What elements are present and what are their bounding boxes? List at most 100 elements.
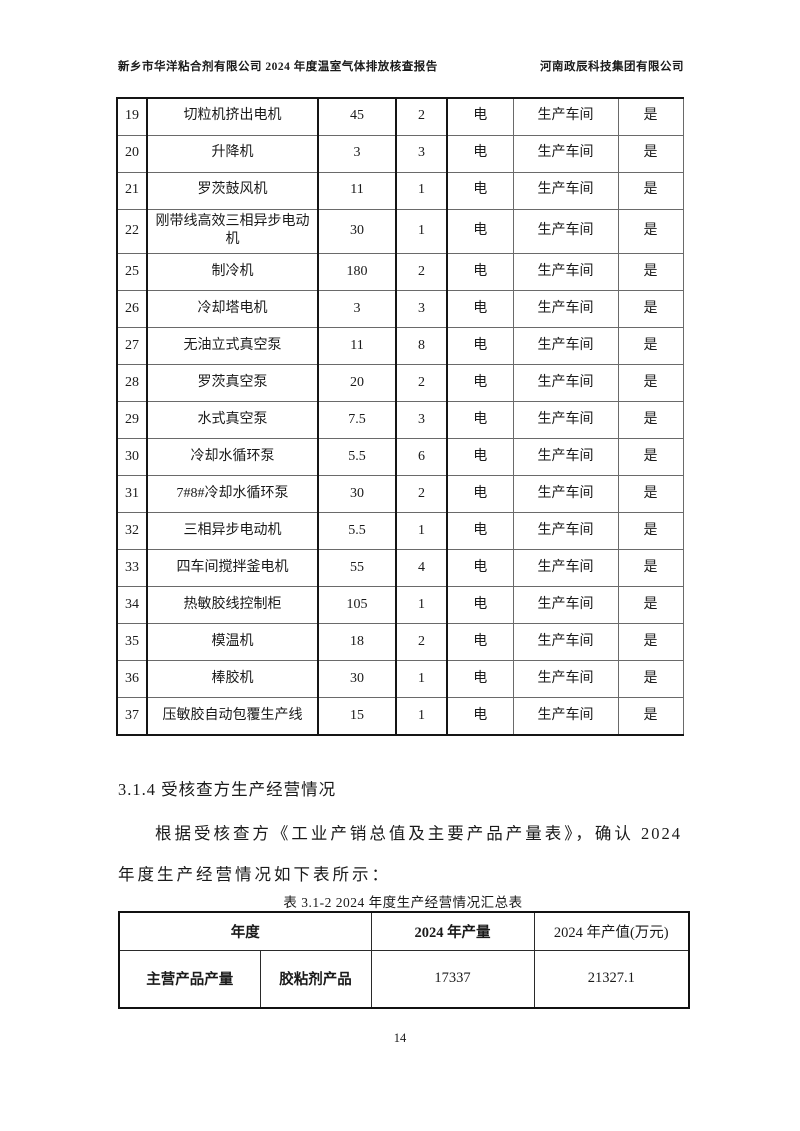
cell-workshop: 生产车间 <box>512 475 619 514</box>
equipment-row: 19 切粒机挤出电机 45 2 电生产车间是 <box>116 97 684 136</box>
paragraph-line-2: 年度生产经营情况如下表所示： <box>118 865 391 884</box>
cell-power: 30 <box>317 660 397 699</box>
cell-workshop: 生产车间 <box>512 660 619 699</box>
equipment-row: 21 罗茨鼓风机 11 1 电生产车间是 <box>116 171 684 210</box>
equipment-table-body: 19 切粒机挤出电机 45 2 电生产车间是 20 升降机 3 3 电生产车间是 21 罗茨鼓风机 11… <box>116 97 684 736</box>
cell-energy: 电 <box>446 660 514 699</box>
cell-no: 33 <box>116 549 148 588</box>
equipment-row: 30 冷却水循环泵 5.5 6 电生产车间是 <box>116 438 684 477</box>
cell-qty: 3 <box>395 290 448 329</box>
cell-name: 压敏胶自动包覆生产线 <box>146 697 319 736</box>
cell-no: 31 <box>116 475 148 514</box>
cell-power: 3 <box>317 290 397 329</box>
cell-workshop: 生产车间 <box>512 401 619 440</box>
cell-workshop: 生产车间 <box>512 512 619 551</box>
equipment-row: 29 水式真空泵 7.5 3 电生产车间是 <box>116 401 684 440</box>
equipment-row: 36 棒胶机 30 1 电生产车间是 <box>116 660 684 699</box>
cell-no: 29 <box>116 401 148 440</box>
cell-energy: 电 <box>446 623 514 662</box>
cell-qty: 8 <box>395 327 448 366</box>
cell-power: 5.5 <box>317 438 397 477</box>
equipment-row: 37 压敏胶自动包覆生产线 15 1 电生产车间是 <box>116 697 684 736</box>
cell-workshop: 生产车间 <box>512 253 619 292</box>
cell-name: 冷却水循环泵 <box>146 438 319 477</box>
cell-included: 是 <box>617 208 684 255</box>
paragraph-line-1: 根据受核查方《工业产销总值及主要产品产量表》，确认 2024 <box>155 824 682 843</box>
cell-included: 是 <box>617 171 684 210</box>
cell-included: 是 <box>617 586 684 625</box>
cell-workshop: 生产车间 <box>512 438 619 477</box>
cell-no: 28 <box>116 364 148 403</box>
cell-no: 19 <box>116 97 148 136</box>
cell-included: 是 <box>617 549 684 588</box>
cell-name: 7#8#冷却水循环泵 <box>146 475 319 514</box>
cell-power: 30 <box>317 475 397 514</box>
cell-power: 5.5 <box>317 512 397 551</box>
cell-energy: 电 <box>446 401 514 440</box>
section-heading: 3.1.4 受核查方生产经营情况 <box>118 780 337 799</box>
summary-header-row: 年度 2024 年产量 2024 年产值(万元) <box>118 911 690 951</box>
cell-power: 15 <box>317 697 397 736</box>
cell-included: 是 <box>617 438 684 477</box>
cell-included: 是 <box>617 660 684 699</box>
equipment-row: 22 刚带线高效三相异步电动机 30 1 电生产车间是 <box>116 208 684 255</box>
cell-included: 是 <box>617 327 684 366</box>
summary-table-caption: 表 3.1-2 2024 年度生产经营情况汇总表 <box>283 895 523 910</box>
cell-workshop: 生产车间 <box>512 697 619 736</box>
cell-included: 是 <box>617 134 684 173</box>
cell-no: 32 <box>116 512 148 551</box>
summary-cell-category: 主营产品产量 <box>118 949 261 1009</box>
cell-energy: 电 <box>446 512 514 551</box>
cell-energy: 电 <box>446 364 514 403</box>
cell-workshop: 生产车间 <box>512 134 619 173</box>
cell-no: 22 <box>116 208 148 255</box>
cell-power: 7.5 <box>317 401 397 440</box>
cell-qty: 1 <box>395 586 448 625</box>
cell-energy: 电 <box>446 438 514 477</box>
cell-name: 罗茨鼓风机 <box>146 171 319 210</box>
cell-power: 105 <box>317 586 397 625</box>
cell-qty: 2 <box>395 253 448 292</box>
cell-qty: 3 <box>395 401 448 440</box>
cell-no: 27 <box>116 327 148 366</box>
equipment-table-container: 19 切粒机挤出电机 45 2 电生产车间是 20 升降机 3 3 电生产车间是 21 罗茨鼓风机 11… <box>116 97 684 736</box>
cell-energy: 电 <box>446 475 514 514</box>
cell-included: 是 <box>617 97 684 136</box>
cell-included: 是 <box>617 253 684 292</box>
cell-no: 30 <box>116 438 148 477</box>
cell-included: 是 <box>617 475 684 514</box>
summary-header-year: 年度 <box>118 911 372 951</box>
equipment-row: 26 冷却塔电机 3 3 电生产车间是 <box>116 290 684 329</box>
cell-workshop: 生产车间 <box>512 586 619 625</box>
cell-workshop: 生产车间 <box>512 290 619 329</box>
cell-energy: 电 <box>446 327 514 366</box>
summary-cell-value: 21327.1 <box>533 949 690 1009</box>
equipment-row: 34 热敏胶线控制柜 105 1 电生产车间是 <box>116 586 684 625</box>
cell-energy: 电 <box>446 697 514 736</box>
cell-workshop: 生产车间 <box>512 549 619 588</box>
cell-name: 切粒机挤出电机 <box>146 97 319 136</box>
cell-workshop: 生产车间 <box>512 97 619 136</box>
cell-power: 3 <box>317 134 397 173</box>
cell-power: 30 <box>317 208 397 255</box>
cell-no: 35 <box>116 623 148 662</box>
cell-included: 是 <box>617 623 684 662</box>
cell-qty: 2 <box>395 475 448 514</box>
cell-workshop: 生产车间 <box>512 327 619 366</box>
cell-name: 无油立式真空泵 <box>146 327 319 366</box>
summary-table-container: 年度 2024 年产量 2024 年产值(万元) 主营产品产量 胶粘剂产品 17… <box>118 911 690 1009</box>
cell-no: 34 <box>116 586 148 625</box>
cell-qty: 2 <box>395 364 448 403</box>
cell-no: 37 <box>116 697 148 736</box>
cell-energy: 电 <box>446 134 514 173</box>
equipment-row: 31 7#8#冷却水循环泵 30 2 电生产车间是 <box>116 475 684 514</box>
running-header: 新乡市华洋粘合剂有限公司 2024 年度温室气体排放核查报告 河南政辰科技集团有… <box>118 58 684 74</box>
header-report-title: 新乡市华洋粘合剂有限公司 2024 年度温室气体排放核查报告 <box>118 61 438 73</box>
cell-energy: 电 <box>446 208 514 255</box>
cell-workshop: 生产车间 <box>512 171 619 210</box>
cell-qty: 3 <box>395 134 448 173</box>
cell-energy: 电 <box>446 171 514 210</box>
cell-qty: 6 <box>395 438 448 477</box>
cell-qty: 2 <box>395 97 448 136</box>
